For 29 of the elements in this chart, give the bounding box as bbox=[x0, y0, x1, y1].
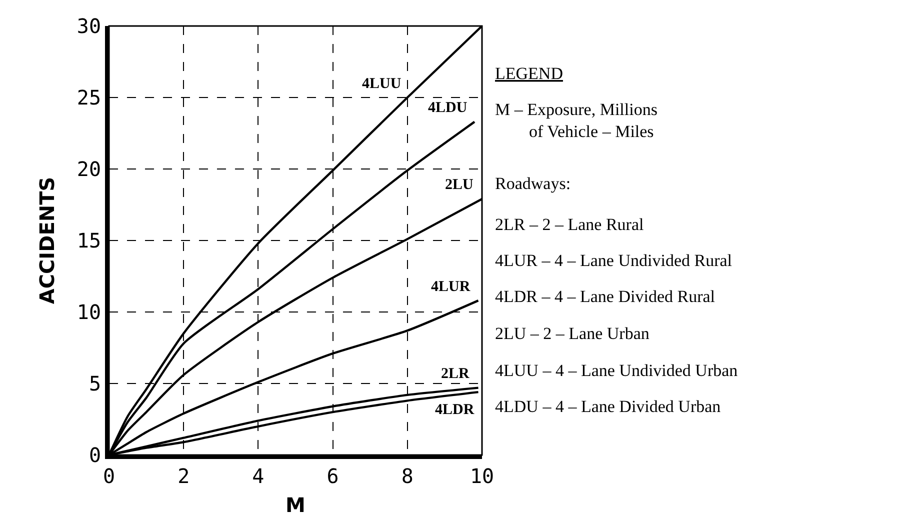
series-label: 4LDU bbox=[428, 100, 468, 116]
x-axis-title: M bbox=[286, 493, 306, 517]
text: 4LDU – 4 – Lane Divided Urban bbox=[495, 397, 722, 416]
y-tick-label: 25 bbox=[76, 86, 101, 110]
y-tick-label: 15 bbox=[76, 228, 101, 252]
y-tick-label: 30 bbox=[76, 14, 101, 38]
y-tick-label: 20 bbox=[76, 157, 101, 181]
series-label: 2LU bbox=[445, 177, 474, 193]
text: 2LU – 2 – Lane Urban bbox=[495, 324, 650, 343]
text: LEGEND bbox=[495, 64, 563, 83]
text: Roadways: bbox=[495, 174, 571, 193]
x-tick-label: 4 bbox=[252, 464, 264, 488]
y-tick-label: 0 bbox=[88, 443, 101, 467]
text: 2LR – 2 – Lane Rural bbox=[495, 215, 644, 234]
text: M – Exposure, Millions of Vehicle – Miles bbox=[495, 100, 658, 142]
x-tick-label: 2 bbox=[178, 464, 190, 488]
text: 4LUU – 4 – Lane Undivided Urban bbox=[495, 361, 738, 380]
series-label: 4LDR bbox=[435, 402, 474, 418]
series-label: 2LR bbox=[441, 366, 470, 382]
text: 4LUR – 4 – Lane Undivided Rural bbox=[495, 251, 732, 270]
y-tick-label: 10 bbox=[76, 300, 101, 324]
x-tick-label: 8 bbox=[401, 464, 414, 488]
series-label: 4LUR bbox=[431, 279, 470, 295]
text: 4LDR – 4 – Lane Divided Rural bbox=[495, 287, 716, 306]
series-label: 4LUU bbox=[362, 76, 402, 92]
y-tick-label: 5 bbox=[88, 372, 101, 396]
x-tick-label: 10 bbox=[470, 464, 494, 488]
x-tick-label: 6 bbox=[326, 464, 339, 488]
y-axis-title: ACCIDENTS bbox=[34, 176, 59, 304]
